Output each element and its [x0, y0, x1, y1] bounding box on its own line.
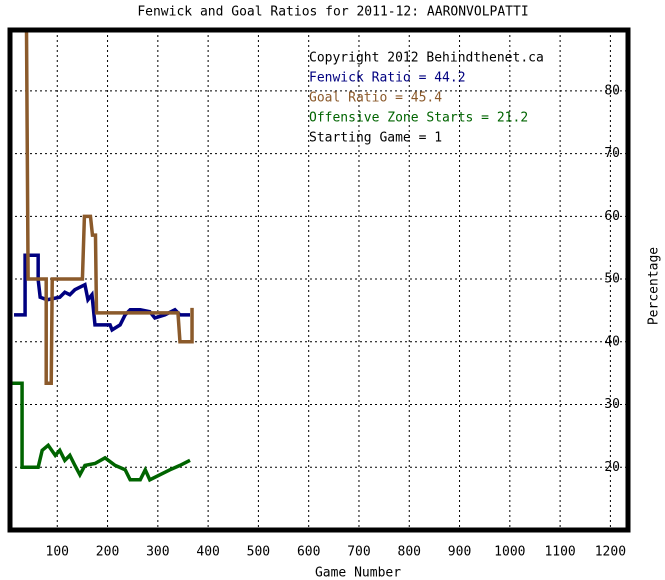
x-tick-label: 1000: [494, 545, 525, 560]
x-tick-label: 900: [448, 545, 471, 560]
y-tick-label: 80: [604, 83, 620, 98]
y-tick-label: 20: [604, 460, 620, 475]
series-line: [24, 30, 194, 385]
series-line: [12, 381, 191, 483]
annotation: Goal Ratio = 45.4: [309, 91, 442, 106]
y-axis-label: Percentage: [647, 247, 662, 325]
y-tick-label: 40: [604, 334, 620, 349]
x-tick-label: 800: [398, 545, 421, 560]
y-tick-label: 60: [604, 209, 620, 224]
series-line: [14, 253, 191, 333]
annotation: Offensive Zone Starts = 21.2: [309, 111, 528, 126]
x-tick-label: 1100: [544, 545, 575, 560]
x-tick-label: 1200: [595, 545, 626, 560]
annotation: Fenwick Ratio = 44.2: [309, 71, 466, 86]
annotation: Copyright 2012 Behindthenet.ca: [309, 51, 544, 66]
chart-title: Fenwick and Goal Ratios for 2011-12: AAR…: [137, 5, 528, 20]
x-tick-label: 600: [297, 545, 320, 560]
y-tick-label: 50: [604, 272, 620, 287]
annotation: Starting Game = 1: [309, 131, 442, 146]
x-tick-label: 100: [46, 545, 69, 560]
y-tick-label: 30: [604, 397, 620, 412]
y-tick-label: 70: [604, 146, 620, 161]
x-tick-label: 500: [247, 545, 270, 560]
x-tick-label: 700: [347, 545, 370, 560]
x-tick-label: 200: [96, 545, 119, 560]
x-tick-label: 300: [146, 545, 169, 560]
plot-frame: [7, 27, 631, 533]
x-axis-label: Game Number: [315, 566, 401, 580]
x-tick-label: 400: [196, 545, 219, 560]
